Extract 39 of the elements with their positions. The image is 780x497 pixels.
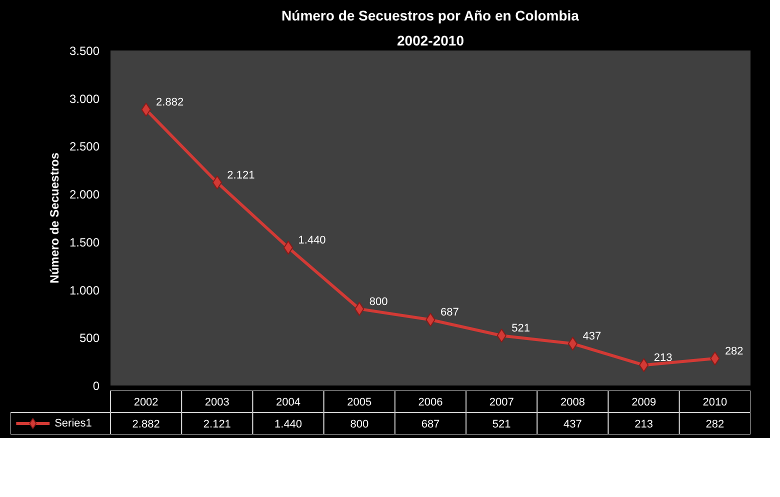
x-tick-label: 2002 <box>134 396 158 408</box>
x-tick-label: 2010 <box>702 396 728 408</box>
data-label: 2.121 <box>203 418 231 430</box>
x-tick-label: 2006 <box>418 396 443 408</box>
x-tick-label: 2007 <box>489 396 514 408</box>
y-tick-label: 500 <box>79 331 100 346</box>
data-label: 521 <box>492 418 511 430</box>
x-tick-label: 2005 <box>347 396 372 408</box>
data-label: 213 <box>634 418 654 430</box>
y-tick-label: 0 <box>92 379 100 393</box>
chart-title: Número de Secuestros por Año en Colombia <box>282 8 580 24</box>
text: 2.882 <box>156 96 184 109</box>
y-tick-label: 1.000 <box>69 283 100 298</box>
text: 800 <box>369 296 388 308</box>
x-tick-label: 2003 <box>204 396 230 408</box>
text: 1.440 <box>298 234 326 247</box>
data-label: 437 <box>564 418 582 430</box>
text: 687 <box>440 306 459 319</box>
chart-subtitle: 2002-2010 <box>397 32 464 48</box>
y-tick-label: 1.500 <box>69 235 100 250</box>
data-label: 2.882 <box>132 418 160 430</box>
text: 521 <box>512 322 530 335</box>
data-label: 800 <box>350 418 369 430</box>
legend-label: Series1 <box>54 418 92 430</box>
y-tick-label: 3.000 <box>69 92 100 106</box>
x-tick-label: 2009 <box>632 396 656 408</box>
x-tick-label: 2004 <box>276 396 301 408</box>
y-tick-label: 3.500 <box>69 44 100 58</box>
y-tick-label: 2.000 <box>69 188 100 202</box>
text: 213 <box>654 352 672 364</box>
text: 282 <box>724 346 744 358</box>
data-label: 1.440 <box>274 418 302 430</box>
text: 2.121 <box>227 169 255 182</box>
x-tick-label: 2008 <box>560 396 585 408</box>
text: 437 <box>582 330 602 343</box>
data-label: 687 <box>421 418 440 430</box>
data-label: 282 <box>706 418 724 430</box>
y-tick-label: 2.500 <box>69 140 100 154</box>
y-axis-title: Número de Secuestros <box>47 152 62 284</box>
